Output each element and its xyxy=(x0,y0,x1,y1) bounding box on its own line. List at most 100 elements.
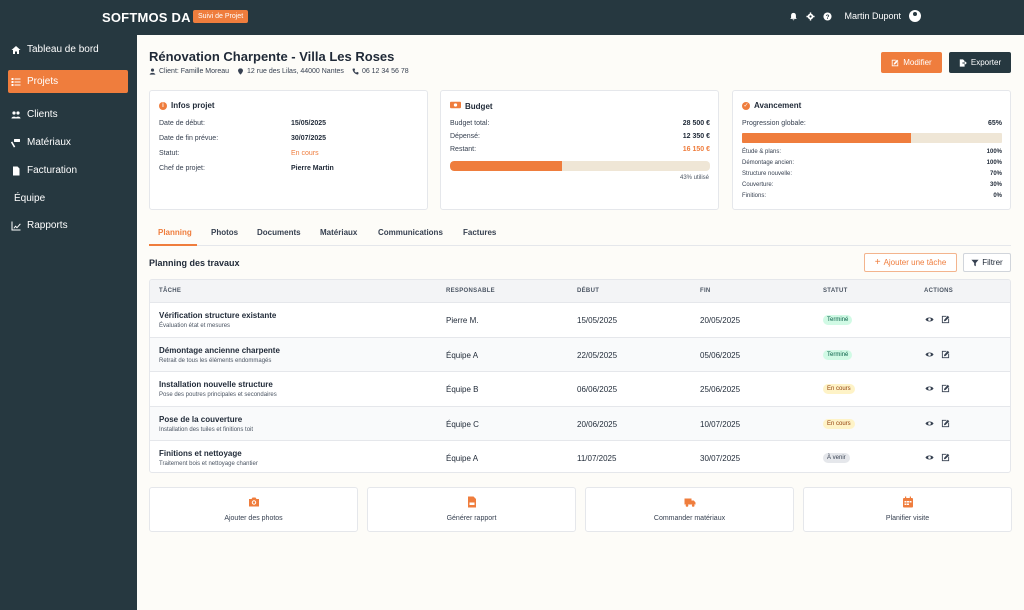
eye-icon[interactable] xyxy=(925,384,934,393)
quick-action-schedule-visit[interactable]: Planifier visite xyxy=(803,487,1012,532)
column-header-start[interactable]: DÉBUT xyxy=(577,288,600,294)
info-label: Chef de projet: xyxy=(159,165,205,172)
info-icon: i xyxy=(159,101,167,110)
camera-icon xyxy=(248,496,260,508)
user-name[interactable]: Martin Dupont xyxy=(844,11,901,21)
column-header-status[interactable]: STATUT xyxy=(823,288,848,294)
quick-action-add-photos[interactable]: Ajouter des photos xyxy=(149,487,358,532)
edit-icon[interactable] xyxy=(941,350,950,359)
quick-action-label: Ajouter des photos xyxy=(224,515,283,522)
task-owner: Équipe B xyxy=(446,385,479,394)
map-pin-icon xyxy=(238,68,243,75)
sidebar-item-reports[interactable]: Rapports xyxy=(8,214,128,237)
svg-text:?: ? xyxy=(826,13,830,20)
task-end: 20/05/2025 xyxy=(700,316,741,325)
info-row-manager: Chef de projet: Pierre Martin xyxy=(159,165,419,172)
task-owner: Pierre M. xyxy=(446,316,479,325)
table-row[interactable]: Finitions et nettoyage Traitement bois e… xyxy=(150,440,1010,472)
budget-row-remaining: Restant: 16 150 € xyxy=(450,146,710,153)
task-start: 06/06/2025 xyxy=(577,385,618,394)
brand-logo[interactable]: SOFTMOS DA xyxy=(102,10,191,25)
progress-card: ✓ Avancement Progression globale: 65% Ét… xyxy=(732,90,1011,210)
table-row[interactable]: Pose de la couverture Installation des t… xyxy=(150,405,1010,440)
column-header-end[interactable]: FIN xyxy=(700,288,711,294)
step-label: Démontage ancien: xyxy=(742,160,795,166)
edit-icon[interactable] xyxy=(941,453,950,462)
task-title: Démontage ancienne charpente xyxy=(159,345,280,355)
table-row[interactable]: Démontage ancienne charpente Retrait de … xyxy=(150,336,1010,371)
task-desc: Traitement bois et nettoyage chantier xyxy=(159,461,258,467)
info-value: 15/05/2025 xyxy=(291,120,327,127)
budget-value: 12 350 € xyxy=(682,133,710,140)
quick-action-order-materials[interactable]: Commander matériaux xyxy=(585,487,794,532)
edit-icon[interactable] xyxy=(941,419,950,428)
client-meta: Client: Famille Moreau xyxy=(149,68,229,75)
eye-icon[interactable] xyxy=(925,453,934,462)
column-header-task[interactable]: TÂCHE xyxy=(159,288,182,294)
sidebar-item-label: Matériaux xyxy=(27,137,71,148)
tab-communications[interactable]: Communications xyxy=(378,228,443,237)
bell-icon[interactable] xyxy=(789,12,798,21)
sidebar-item-billing[interactable]: Facturation xyxy=(8,159,128,182)
card-header: Budget xyxy=(450,101,493,111)
tab-planning[interactable]: Planning xyxy=(158,228,192,237)
main-content: Rénovation Charpente - Villa Les Roses C… xyxy=(137,35,1024,610)
user-avatar-icon[interactable] xyxy=(909,10,921,22)
edit-icon[interactable] xyxy=(941,384,950,393)
quick-action-generate-report[interactable]: Générer rapport xyxy=(367,487,576,532)
card-title: Budget xyxy=(465,101,493,111)
info-label: Date de fin prévue: xyxy=(159,135,219,142)
tab-photos[interactable]: Photos xyxy=(211,228,239,237)
sidebar-item-dashboard[interactable]: Tableau de bord xyxy=(8,38,128,61)
table-row[interactable]: Vérification structure existante Évaluat… xyxy=(150,302,1010,337)
address-meta: 12 rue des Lilas, 44000 Nantes xyxy=(237,68,344,75)
add-task-button[interactable]: + Ajouter une tâche xyxy=(864,253,957,272)
task-start: 15/05/2025 xyxy=(577,316,618,325)
budget-progress-bar xyxy=(450,161,710,171)
column-header-actions: ACTIONS xyxy=(924,288,954,294)
budget-progress-fill xyxy=(450,161,562,171)
column-header-owner[interactable]: RESPONSABLE xyxy=(446,288,495,294)
tab-invoices[interactable]: Factures xyxy=(463,228,497,237)
eye-icon[interactable] xyxy=(925,315,934,324)
invoice-icon xyxy=(10,165,21,176)
app-section-badge: Suivi de Projet xyxy=(193,10,249,23)
step-label: Couverture: xyxy=(742,182,774,188)
task-desc: Pose des poutres principales et secondai… xyxy=(159,392,277,398)
info-label: Date de début: xyxy=(159,120,205,127)
eye-icon[interactable] xyxy=(925,419,934,428)
top-actions: ? Martin Dupont xyxy=(789,10,921,22)
quick-action-label: Planifier visite xyxy=(885,515,930,522)
task-end: 25/06/2025 xyxy=(700,385,741,394)
status-badge: Terminé xyxy=(823,349,853,360)
progress-label: Progression globale: xyxy=(742,120,806,127)
tab-materials[interactable]: Matériaux xyxy=(320,228,358,237)
help-icon[interactable]: ? xyxy=(823,11,833,21)
sidebar-item-label: Rapports xyxy=(27,220,68,231)
sidebar-item-team[interactable]: Équipe xyxy=(8,187,128,210)
status-badge: En cours xyxy=(823,418,855,429)
filter-icon xyxy=(971,259,979,266)
edit-icon[interactable] xyxy=(941,315,950,324)
sidebar-item-clients[interactable]: Clients xyxy=(8,103,128,126)
modify-button[interactable]: Modifier xyxy=(881,52,942,73)
eye-icon[interactable] xyxy=(925,350,934,359)
step-label: Finitions: xyxy=(742,193,767,199)
export-button[interactable]: Exporter xyxy=(949,52,1011,73)
info-value: 30/07/2025 xyxy=(291,135,327,142)
tab-documents[interactable]: Documents xyxy=(257,228,301,237)
sidebar-item-materials[interactable]: Matériaux xyxy=(8,131,128,154)
info-value-status: En cours xyxy=(291,150,319,157)
progress-step-row: Couverture: 30% xyxy=(742,182,1002,188)
sidebar-item-label: Équipe xyxy=(14,193,46,204)
gear-icon[interactable] xyxy=(806,11,816,21)
task-owner: Équipe A xyxy=(446,350,479,360)
sidebar-item-projects[interactable]: Projets xyxy=(8,70,128,93)
card-title: Avancement xyxy=(754,101,802,110)
budget-value-remaining: 16 150 € xyxy=(682,146,710,153)
table-row[interactable]: Installation nouvelle structure Pose des… xyxy=(150,371,1010,406)
users-icon xyxy=(10,109,21,120)
step-label: Structure nouvelle: xyxy=(742,171,793,177)
filter-button[interactable]: Filtrer xyxy=(963,253,1011,272)
budget-label: Dépensé: xyxy=(450,133,480,140)
